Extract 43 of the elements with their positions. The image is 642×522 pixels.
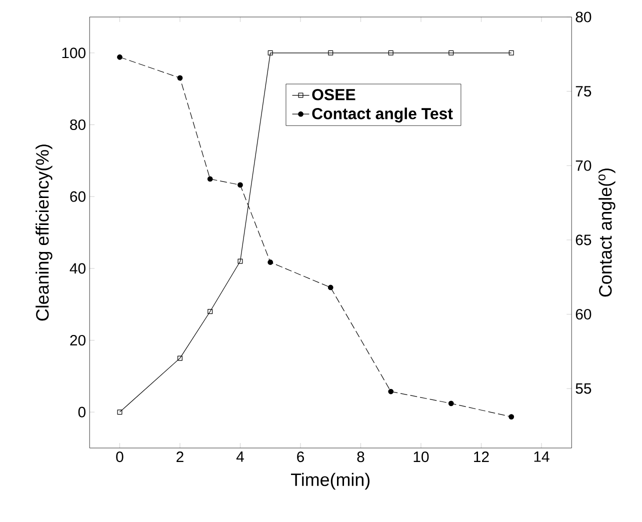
- y-tick-label: 0: [78, 406, 86, 418]
- x-tick-label: 4: [236, 452, 244, 462]
- point: [268, 50, 273, 56]
- y2-tick-label: 60: [576, 308, 592, 320]
- y2-tick-label: 80: [576, 12, 592, 22]
- point: [177, 356, 182, 361]
- point: [268, 260, 274, 265]
- point: [328, 50, 334, 56]
- point: [208, 309, 213, 314]
- y-axis-title: Cleaning efficiency(%): [36, 144, 52, 321]
- x-tick-label: 2: [176, 452, 184, 462]
- x-tick-label: 10: [414, 452, 429, 462]
- y2-tick-label: 55: [576, 383, 592, 394]
- y2-axis-title: Contact angle($^{o}$): [598, 168, 616, 297]
- x-tick-label: 8: [357, 452, 364, 462]
- y-tick-label: 100: [62, 48, 86, 58]
- y-tick-label: 60: [70, 191, 86, 202]
- point: [328, 284, 334, 290]
- point: [117, 410, 122, 415]
- y-tick-label: 40: [70, 263, 86, 274]
- point: [388, 388, 394, 394]
- x-tick-label: 14: [534, 452, 550, 462]
- y-tick-label: 80: [70, 119, 86, 130]
- point: [177, 75, 183, 81]
- point: [238, 258, 243, 264]
- x-tick-label: 12: [474, 452, 489, 462]
- x-tick-label: 0: [116, 452, 124, 462]
- point: [508, 414, 514, 420]
- y2-tick-label: 75: [576, 86, 592, 97]
- x-axis-title: Time(min): [290, 472, 370, 490]
- point: [388, 50, 394, 56]
- x-tick-label: 6: [297, 452, 304, 462]
- y2-tick-label: 65: [576, 234, 592, 246]
- legend-label: OSEE: [312, 88, 356, 100]
- point: [207, 176, 213, 182]
- point: [238, 182, 243, 188]
- y-tick-label: 20: [70, 334, 86, 346]
- y2-tick-label: 70: [576, 160, 592, 171]
- legend-label: Contact angle Test: [312, 108, 453, 123]
- point: [508, 50, 514, 56]
- point: [448, 400, 454, 406]
- point: [117, 54, 122, 60]
- point: [448, 50, 454, 56]
